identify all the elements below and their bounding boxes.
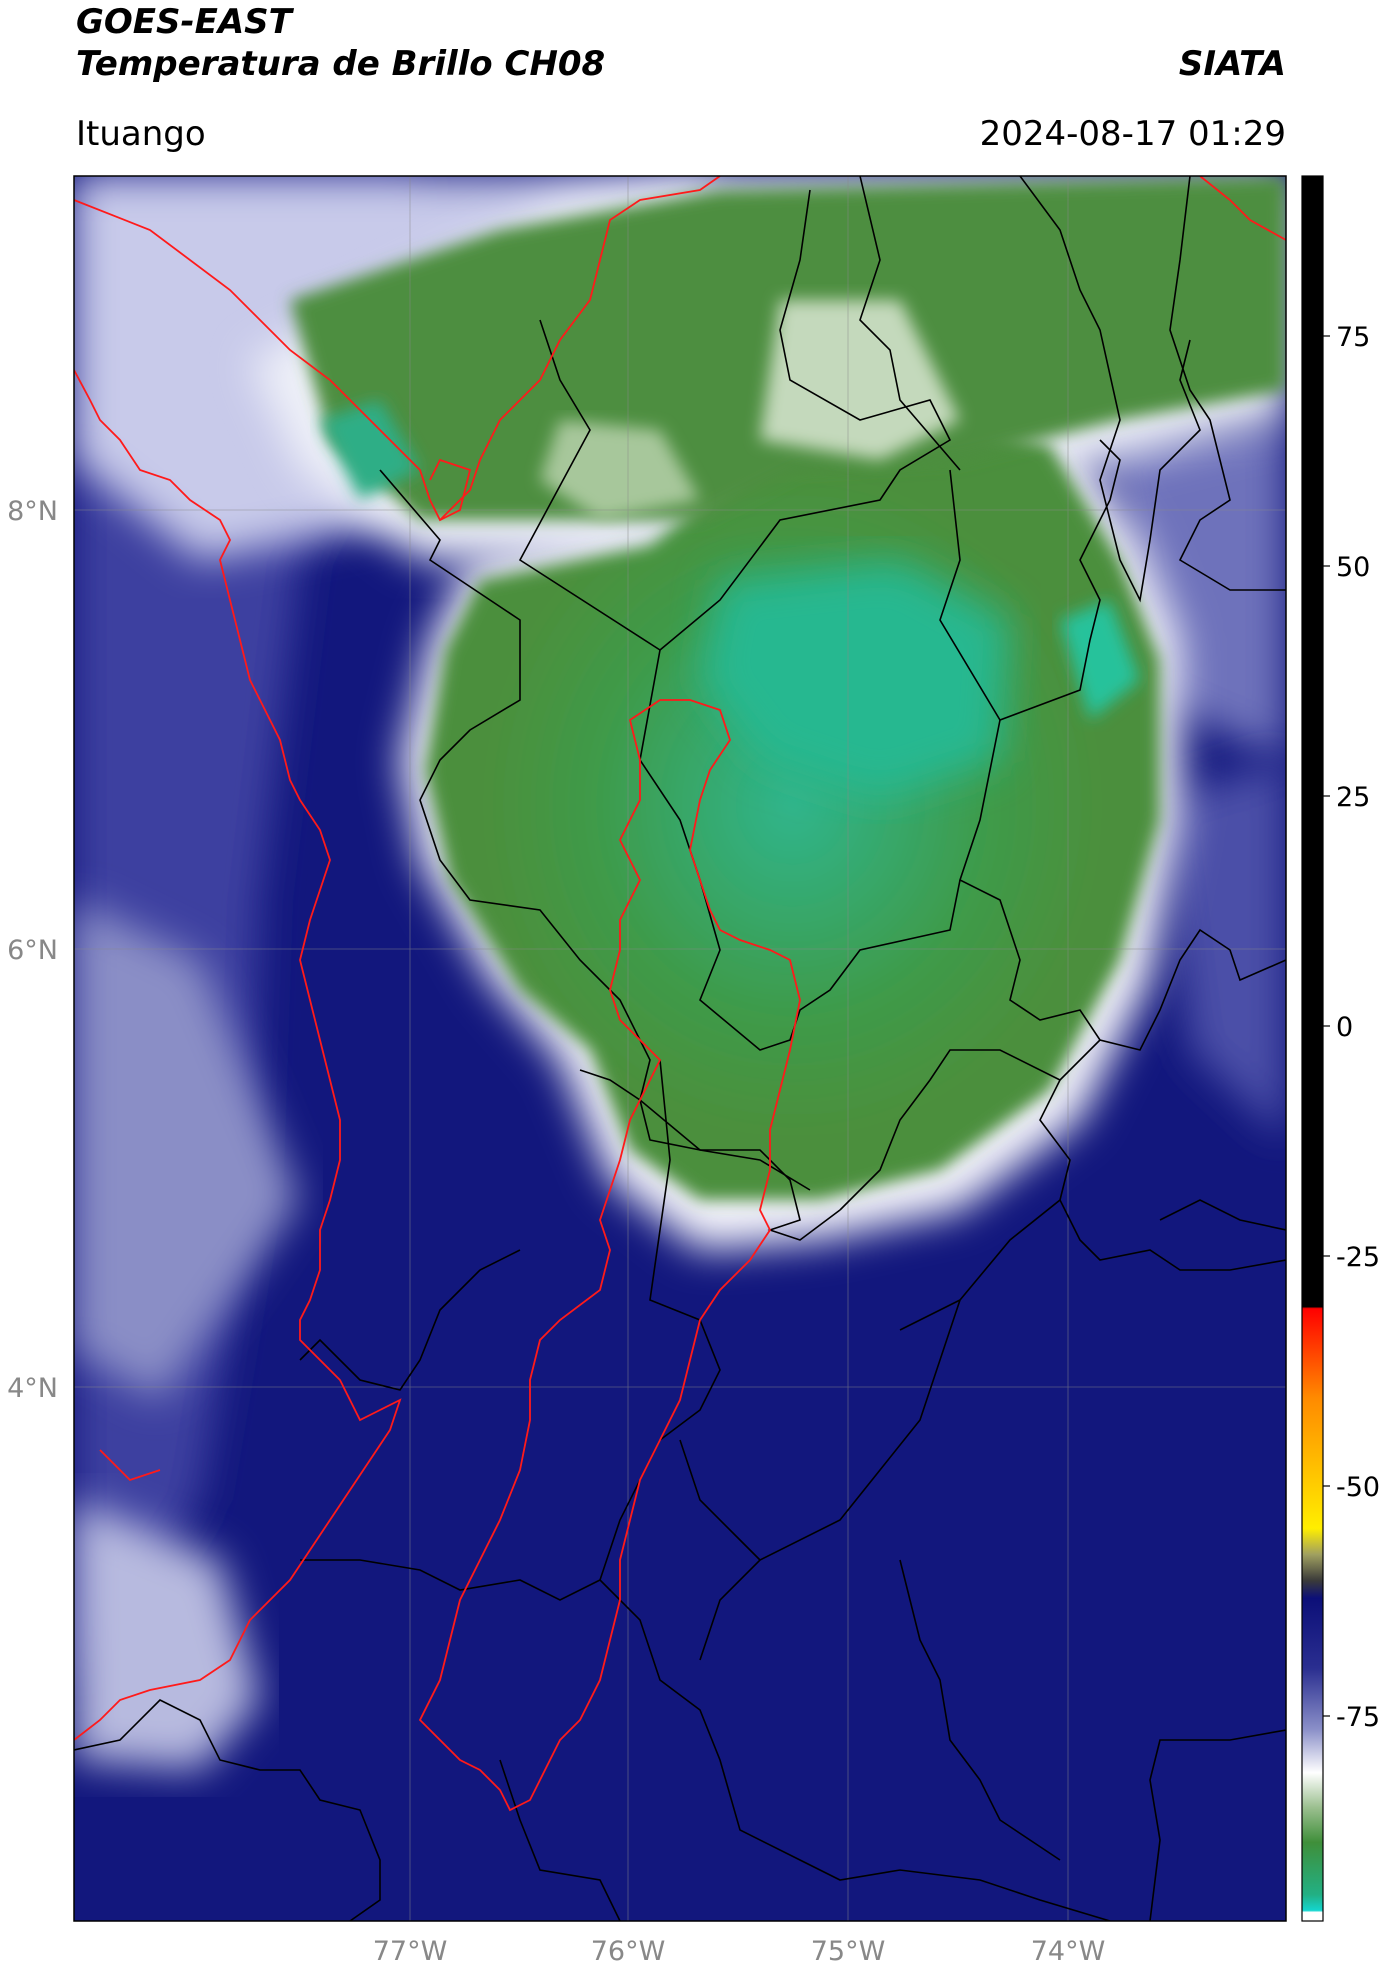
- colorbar-ramp: [1301, 175, 1324, 1922]
- colorbar: 75 50 25 0 -25 -50 -75: [1301, 175, 1380, 1922]
- product-title: Temperatura de Brillo CH08: [76, 44, 606, 84]
- lon-tick-label: 76°W: [591, 1936, 666, 1967]
- lon-tick-label: 74°W: [1031, 1936, 1106, 1967]
- organization-label: SIATA: [1178, 44, 1286, 84]
- graticule: [74, 176, 1286, 1921]
- lon-tick-label: 77°W: [373, 1936, 448, 1967]
- lon-tick-label: 75°W: [811, 1936, 886, 1967]
- coastline-and-basin-outlines: [74, 176, 1286, 1812]
- datetime-label: 2024-08-17 01:29: [979, 114, 1286, 154]
- brightness-temperature-field: [74, 176, 1286, 1921]
- lat-tick-label: 6°N: [7, 935, 58, 966]
- satellite-title: GOES-EAST: [76, 2, 292, 42]
- map-frame: [73, 175, 1287, 1922]
- colorbar-tick-label: 25: [1336, 782, 1370, 813]
- colorbar-tick-label: -25: [1336, 1242, 1380, 1273]
- colorbar-tick-label: 50: [1336, 552, 1370, 583]
- colorbar-ticks: [1323, 335, 1330, 1717]
- lat-tick-label: 4°N: [7, 1373, 58, 1404]
- colorbar-tick-label: 0: [1336, 1012, 1353, 1043]
- colorbar-tick-label: 75: [1336, 322, 1370, 353]
- colorbar-tick-label: -75: [1336, 1702, 1380, 1733]
- lat-tick-label: 8°N: [7, 496, 58, 527]
- colorbar-tick-label: -50: [1336, 1472, 1380, 1503]
- region-label: Ituango: [76, 114, 206, 154]
